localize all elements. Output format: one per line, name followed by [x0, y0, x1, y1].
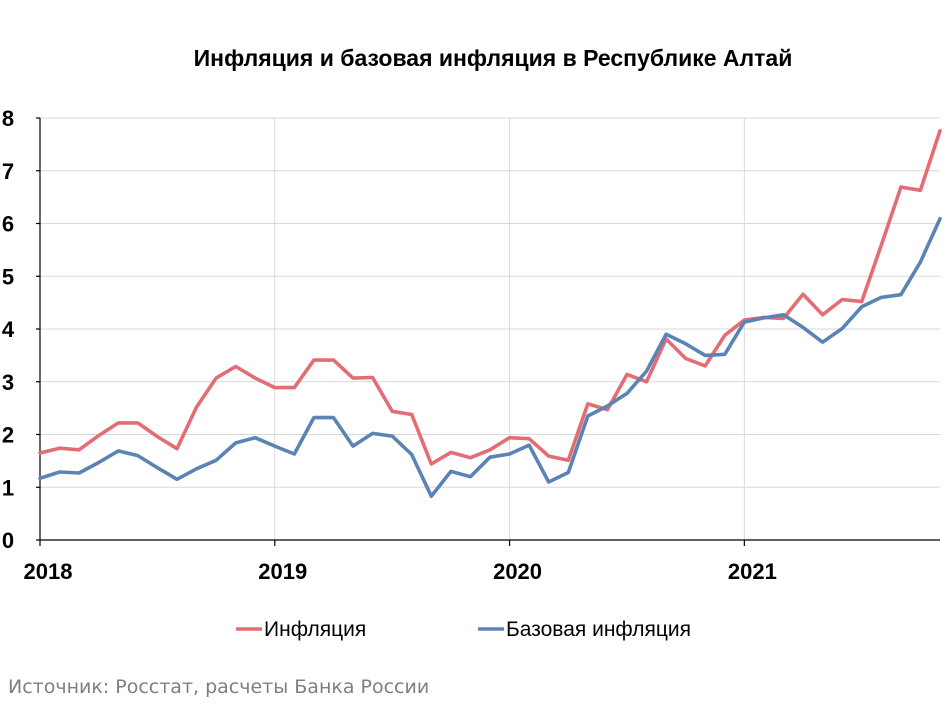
x-tick-label: 2018	[24, 559, 73, 584]
x-tick-label: 2020	[493, 559, 542, 584]
y-tick-label: 0	[2, 528, 14, 553]
y-tick-label: 5	[2, 264, 14, 289]
inflation-chart: Инфляция и базовая инфляция в Республике…	[0, 0, 950, 712]
x-tick-label: 2019	[258, 559, 307, 584]
x-axis-ticks: 2018 2019 2020 2021	[24, 540, 777, 584]
series-line-0	[40, 131, 940, 464]
chart-title: Инфляция и базовая инфляция в Республике…	[194, 45, 793, 71]
series-lines	[40, 131, 940, 497]
y-axis-ticks: 0 1 2 3 4 5 6 7 8	[2, 106, 40, 553]
legend: Инфляция Базовая инфляция	[236, 618, 691, 641]
y-tick-label: 4	[2, 317, 15, 342]
legend-label-0: Инфляция	[264, 618, 366, 641]
y-tick-label: 3	[2, 370, 14, 395]
y-tick-label: 7	[2, 159, 14, 184]
legend-label-1: Базовая инфляция	[506, 618, 691, 641]
y-tick-label: 2	[2, 423, 14, 448]
y-tick-label: 6	[2, 212, 14, 237]
series-line-1	[40, 219, 940, 496]
x-tick-label: 2021	[728, 559, 777, 584]
source-note: Источник: Росстат, расчеты Банка России	[8, 676, 429, 698]
y-tick-label: 8	[2, 106, 14, 131]
y-tick-label: 1	[2, 475, 14, 500]
